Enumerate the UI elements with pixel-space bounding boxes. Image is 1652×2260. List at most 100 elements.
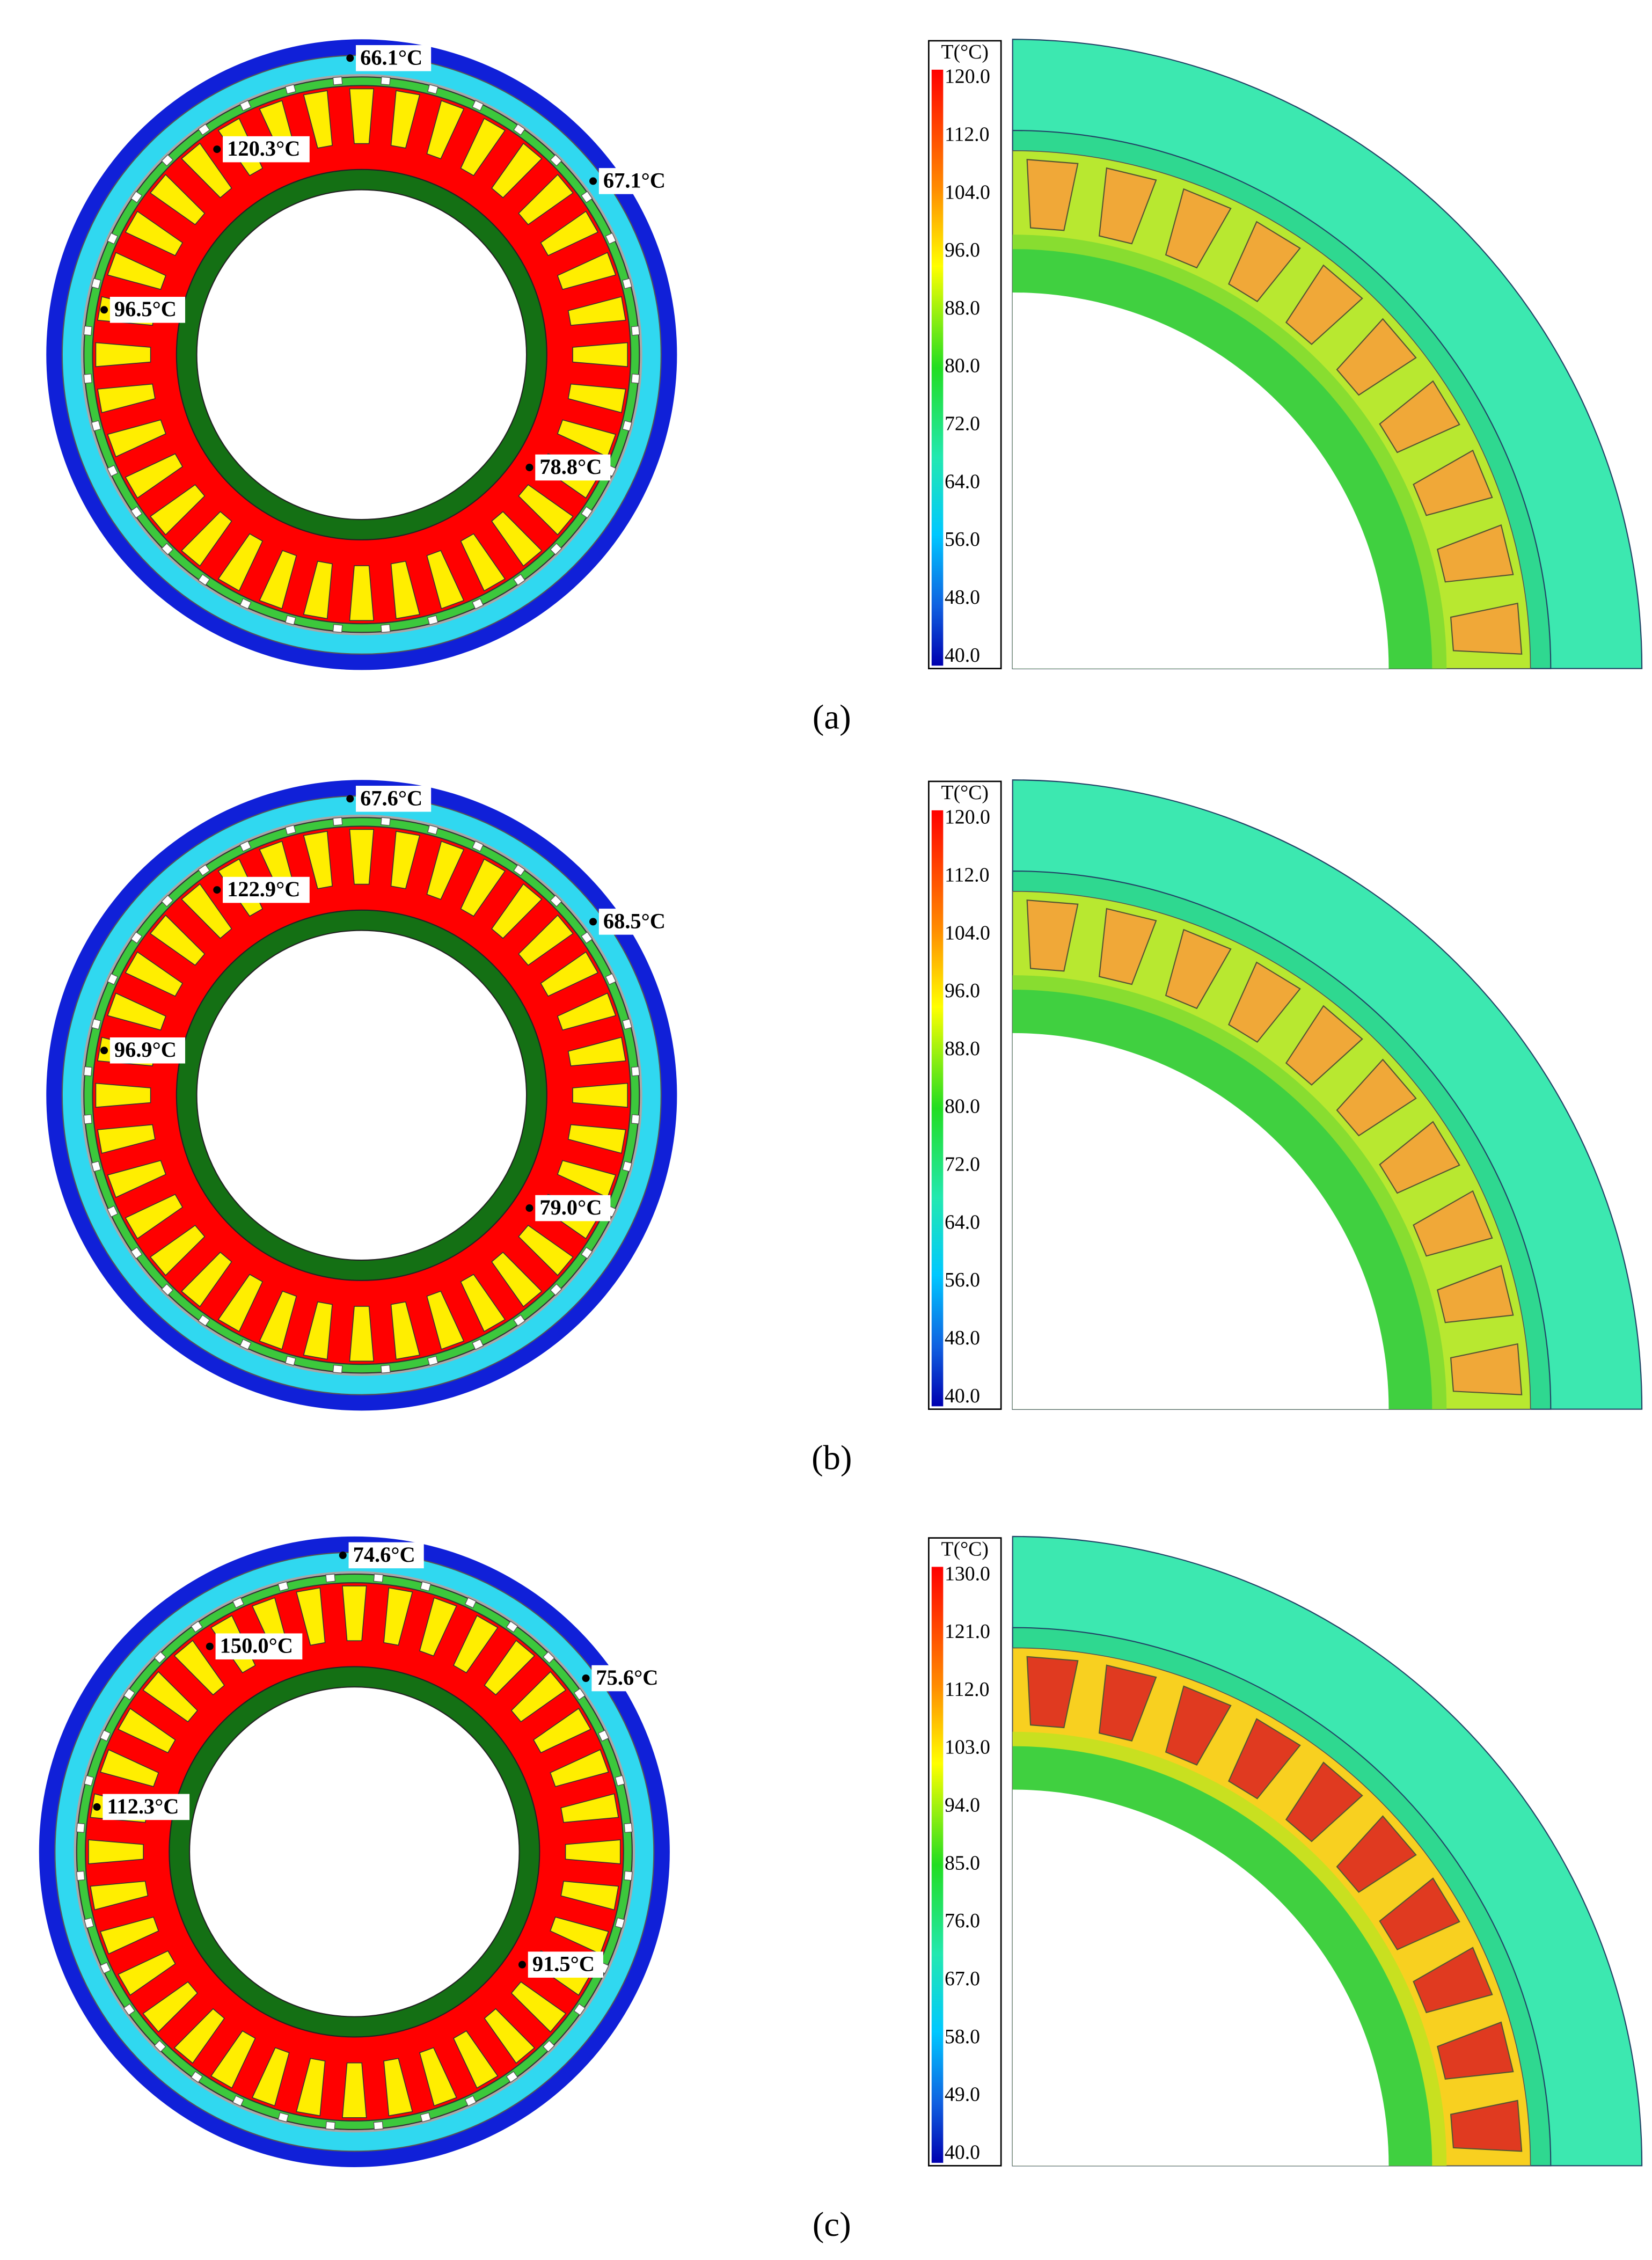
tooth-tip [161,543,174,555]
slot [390,830,420,889]
slot [259,550,297,610]
slot [460,858,506,917]
slot [107,252,166,290]
tooth-tip [232,2095,244,2107]
slot [390,1301,420,1360]
tooth-tip [427,824,438,835]
tooth-tip [277,2112,289,2123]
stator-ring [46,780,677,1411]
tooth-tip [420,1581,432,1592]
quarter-slot [1285,1761,1363,1842]
tooth-tip [615,1775,625,1787]
slot [540,210,599,257]
tooth-tip [123,1688,135,1701]
label-box [528,1951,603,1978]
slot [484,2008,536,2064]
tooth-tip [373,2121,384,2130]
slot [181,883,232,939]
tooth-tip [83,1066,92,1077]
tooth-tip [91,1160,101,1172]
slot [557,1160,617,1198]
tooth-tip [198,574,210,586]
probe-dot [213,886,221,894]
tooth-tip [284,1356,296,1366]
tooth-tip [130,931,143,944]
tooth-tip [83,374,92,384]
colorbar-tick-label: 40.0 [945,1385,980,1407]
quarter-slot [1098,908,1157,985]
colorbar-tick-label: 56.0 [945,1269,980,1291]
temperature-label: 66.1°C [360,45,422,69]
panel-label: (c) [813,2205,851,2244]
probe-dot [525,464,533,472]
tooth-tip [99,1962,111,1974]
slot [342,1585,367,1642]
tooth-tip [83,1114,92,1124]
slot [426,100,465,159]
colorbar-tick-label: 112.0 [945,123,989,146]
slot [149,484,206,536]
tooth-tip [506,1620,518,1633]
tooth-tip [130,1247,143,1259]
tooth-tip [91,420,101,431]
slot [95,1083,151,1108]
tooth-tip [153,1651,166,1664]
quarter-slot [1437,1264,1514,1323]
tooth-tip [99,1729,111,1742]
label-box [598,168,674,194]
probe-dot [589,177,597,185]
probe-dot [93,1803,101,1811]
slot [210,2030,256,2089]
temperature-label: 67.6°C [360,786,422,810]
temperature-label: 120.3°C [227,136,300,160]
tooth-tip [373,1574,384,1583]
quarter-slot [1026,159,1079,231]
stator-ring [39,1536,670,2168]
temperature-label: 150.0°C [220,1634,293,1658]
quarter-slot [1165,1685,1232,1766]
tooth-tip [332,624,343,633]
slot [383,1587,413,1646]
tooth-tip [325,1574,336,1583]
slot [567,383,626,413]
quarter-slot [1165,928,1232,1010]
colorbar-tick-label: 48.0 [945,586,980,609]
slot [491,142,543,199]
slot [149,1225,206,1276]
slot [383,2058,413,2117]
slot [426,1290,465,1350]
quarter-slot [1336,318,1417,396]
slot [540,951,599,997]
tooth-tip [624,1870,633,1881]
colorbar-tick-label: 103.0 [945,1736,990,1759]
slot [107,419,166,458]
slot [181,1252,232,1307]
slot [125,1194,184,1240]
slot [217,533,264,592]
colorbar [931,810,944,1407]
tooth-tip [284,84,296,94]
tooth-tip [513,123,525,136]
tooth-tip [91,277,101,289]
quarter-slot [1379,1877,1460,1951]
tooth-tip [622,1018,632,1030]
colorbar-tick-label: 112.0 [945,1678,989,1701]
colorbar-tick-label: 80.0 [945,355,980,377]
tooth-tip [622,277,632,289]
tooth-tip [472,100,484,112]
tooth-tip [581,931,593,944]
tooth-tip [332,817,343,826]
tooth-tip [239,1339,252,1350]
ring-layer [196,930,528,1261]
quarter-slot [1026,899,1079,972]
tooth-tip [581,191,593,203]
probe-dot [206,1642,214,1650]
tooth-tip [631,1066,640,1077]
tooth-tip [130,506,143,518]
slot [460,533,506,592]
tooth-tip [107,232,119,245]
slot [181,142,232,199]
tooth-tip [543,1651,555,1664]
label-box [109,297,185,323]
